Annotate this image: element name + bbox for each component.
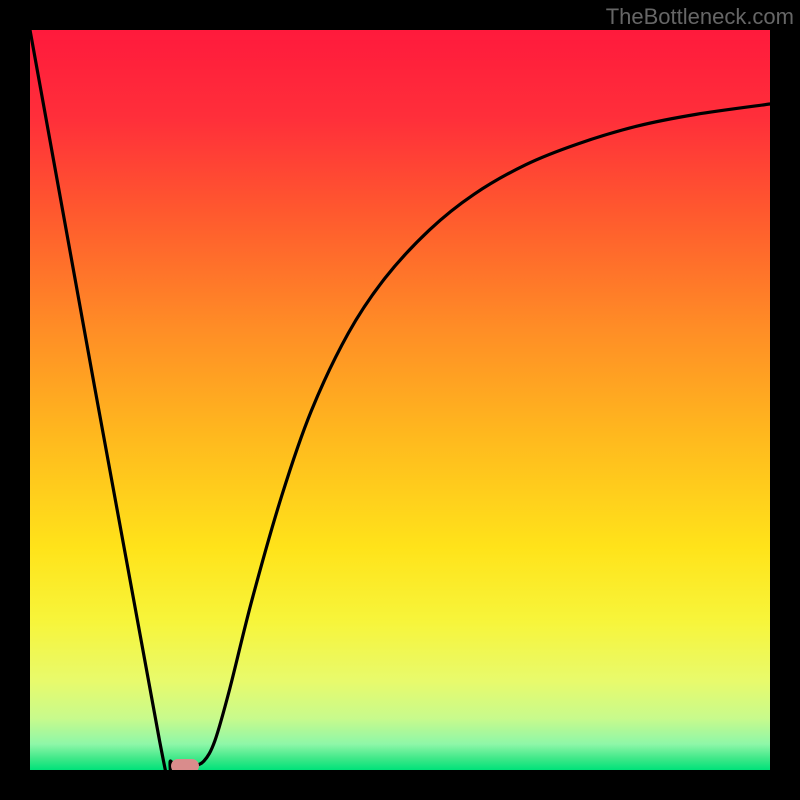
- plot-area: [30, 30, 770, 770]
- curve-line: [30, 30, 770, 770]
- chart-container: TheBottleneck.com: [0, 0, 800, 800]
- watermark-text: TheBottleneck.com: [606, 4, 794, 30]
- min-marker: [171, 759, 199, 770]
